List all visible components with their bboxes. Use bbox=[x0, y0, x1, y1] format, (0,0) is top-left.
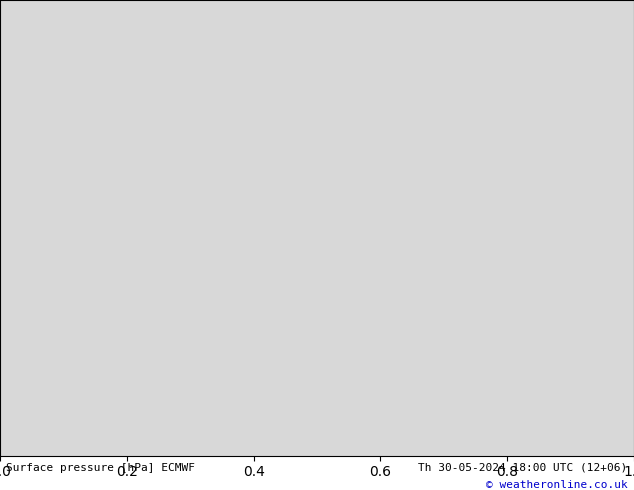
Text: Th 30-05-2024 18:00 UTC (12+06): Th 30-05-2024 18:00 UTC (12+06) bbox=[418, 463, 628, 473]
Text: © weatheronline.co.uk: © weatheronline.co.uk bbox=[486, 480, 628, 490]
Text: Surface pressure [hPa] ECMWF: Surface pressure [hPa] ECMWF bbox=[6, 463, 195, 473]
